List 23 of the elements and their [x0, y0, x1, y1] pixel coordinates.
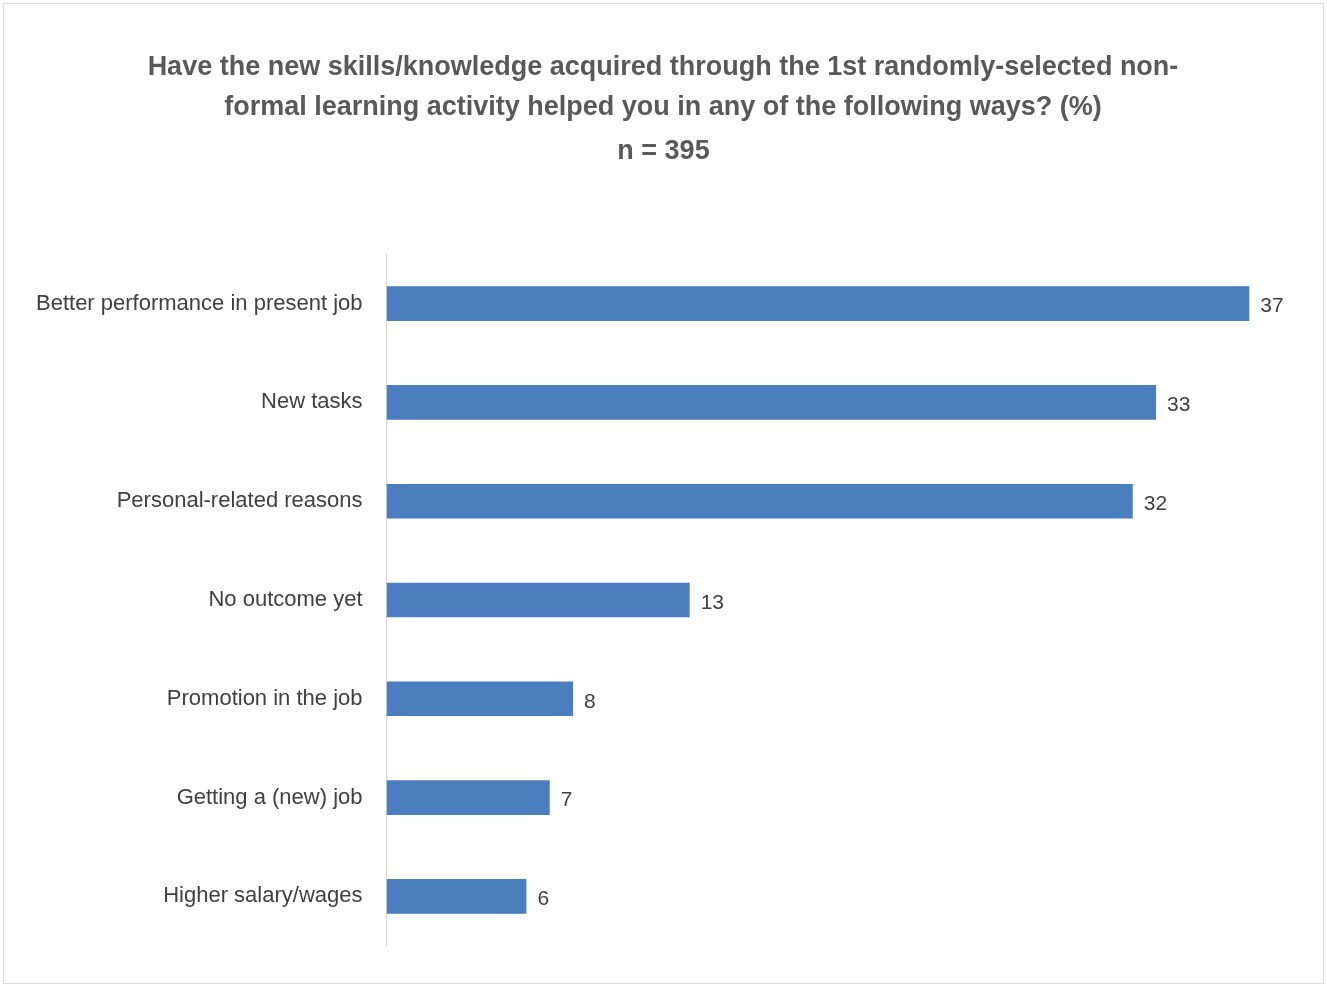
- data-label: 7: [560, 787, 573, 811]
- data-label: 13: [700, 589, 725, 613]
- y-tick-label: Better performance in present job: [35, 289, 363, 315]
- y-tick-label: Higher salary/wages: [163, 882, 363, 908]
- bar: [386, 286, 1250, 321]
- data-label: 32: [1143, 491, 1168, 514]
- chart-subtitle: n = 395: [616, 135, 711, 166]
- bar: [386, 582, 690, 618]
- y-tick-label: Promotion in the job: [166, 684, 363, 710]
- data-label: 33: [1167, 392, 1191, 416]
- y-tick-label: New tasks: [261, 388, 363, 414]
- y-tick-label: No outcome yet: [208, 586, 363, 612]
- data-label: 6: [537, 886, 550, 910]
- bar: [386, 483, 1133, 519]
- chart-title: Have the new skills/knowledge acquired through the 1st randomly-selected non-formal learning activity helped you in any of the following ways? (%): [146, 50, 1180, 123]
- y-tick-label: Personal-related reasons: [116, 487, 363, 513]
- bar: [386, 385, 1157, 420]
- bar: [386, 681, 574, 717]
- bar: [386, 780, 550, 815]
- data-label: 8: [584, 688, 596, 712]
- bar: [386, 879, 527, 914]
- data-label: 37: [1260, 293, 1284, 317]
- y-tick-label: Getting a (new) job: [176, 783, 363, 809]
